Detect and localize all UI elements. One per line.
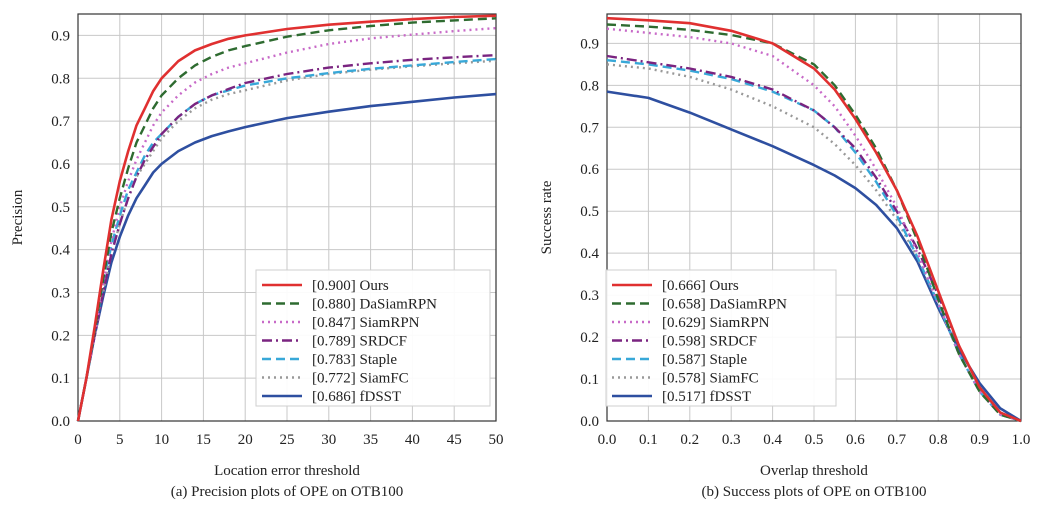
legend-entry-label: [0.629] SiamRPN <box>662 315 770 331</box>
y-tick-label: 0.7 <box>51 114 70 130</box>
legend: [0.666] Ours [0.658] DaSiamRPN [0.629] Sia… <box>605 269 837 407</box>
legend-entry-label: [0.880] DaSiamRPN <box>312 297 437 313</box>
x-tick-label: 0.8 <box>929 432 948 448</box>
y-tick-label: 0.9 <box>580 36 599 52</box>
legend-entry-label: [0.847] SiamRPN <box>312 315 420 331</box>
y-tick-label: 0.3 <box>580 288 599 304</box>
x-tick-label: 25 <box>280 432 295 448</box>
legend-entry-label: [0.587] Staple <box>662 352 747 368</box>
y-axis-label: Success rate <box>539 180 555 254</box>
x-tick-label: 5 <box>116 432 124 448</box>
legend-box <box>605 269 837 407</box>
x-tick-label: 30 <box>321 432 336 448</box>
series-line-1 <box>76 14 497 422</box>
x-tick-label: 0.5 <box>805 432 824 448</box>
y-tick-label: 0.2 <box>580 330 599 346</box>
chart-panel-2: 0.0 0.1 0.2 0.3 0.4 0.5 0.6 0.7 0.8 0.9 1.0 0.0 0.1 0… <box>539 13 1031 500</box>
x-tick-label: 15 <box>196 432 211 448</box>
y-tick-label: 0.2 <box>51 328 70 344</box>
x-tick-label: 0.7 <box>887 432 906 448</box>
x-tick-label: 0.0 <box>598 432 617 448</box>
legend-entry-label: [0.658] DaSiamRPN <box>662 297 787 313</box>
y-tick-label: 0.5 <box>51 200 70 216</box>
y-tick-label: 0.1 <box>51 371 70 387</box>
y-tick-label: 0.1 <box>580 372 599 388</box>
x-tick-label: 0.9 <box>970 432 989 448</box>
series-line-4 <box>606 54 1022 423</box>
x-tick-label: 45 <box>447 432 462 448</box>
legend-entry-label: [0.789] SRDCF <box>312 334 407 350</box>
legend-entry-label: [0.666] Ours <box>662 278 739 294</box>
x-tick-label: 50 <box>489 432 504 448</box>
y-tick-label: 0.8 <box>580 78 599 94</box>
series-line-2 <box>76 17 497 422</box>
y-tick-label: 0.3 <box>51 285 70 301</box>
x-axis-label: Location error threshold <box>214 463 360 479</box>
y-tick-label: 0.7 <box>580 120 599 136</box>
y-tick-label: 0.0 <box>51 414 70 430</box>
plot-frame <box>606 13 1022 422</box>
y-tick-label: 0.4 <box>51 243 70 259</box>
series-line-1 <box>606 16 1022 423</box>
x-tick-label: 0 <box>74 432 82 448</box>
series-line-5 <box>76 57 497 422</box>
y-tick-label: 0.4 <box>580 246 599 262</box>
x-tick-label: 0.6 <box>846 432 865 448</box>
x-tick-label: 0.3 <box>722 432 741 448</box>
y-tick-label: 0.6 <box>580 162 599 178</box>
legend-box <box>255 269 491 407</box>
y-tick-label: 0.9 <box>51 28 70 44</box>
chart-caption: (b) Success plots of OPE on OTB100 <box>702 484 927 500</box>
legend-entry-label: [0.517] fDSST <box>662 389 751 405</box>
x-tick-label: 0.4 <box>763 432 782 448</box>
legend-entry-label: [0.578] SiamFC <box>662 371 759 387</box>
series-line-7 <box>76 92 497 422</box>
x-axis-label: Overlap threshold <box>760 463 868 479</box>
legend: [0.900] Ours [0.880] DaSiamRPN [0.847] Sia… <box>255 269 491 407</box>
plot-frame <box>77 13 497 422</box>
legend-entry-label: [0.772] SiamFC <box>312 371 409 387</box>
x-tick-label: 35 <box>363 432 378 448</box>
x-tick-label: 20 <box>238 432 253 448</box>
y-tick-label: 0.5 <box>580 204 599 220</box>
x-tick-label: 1.0 <box>1012 432 1031 448</box>
series-line-2 <box>606 23 1022 423</box>
x-tick-label: 0.1 <box>639 432 658 448</box>
y-tick-label: 0.0 <box>580 414 599 430</box>
series-line-4 <box>76 53 497 422</box>
y-axis-label: Precision <box>10 189 26 245</box>
legend-entry-label: [0.598] SRDCF <box>662 334 757 350</box>
x-tick-label: 10 <box>154 432 169 448</box>
x-tick-label: 40 <box>405 432 420 448</box>
legend-entry-label: [0.900] Ours <box>312 278 389 294</box>
legend-entry-label: [0.686] fDSST <box>312 389 401 405</box>
x-tick-label: 0.2 <box>680 432 699 448</box>
y-tick-label: 0.6 <box>51 157 70 173</box>
chart-panel-1: 0 5 10 15 20 25 30 35 40 45 50 0.0 0.1 0.2 0.3 0.4 0.5 0.… <box>10 13 504 500</box>
series-line-6 <box>76 59 497 422</box>
y-tick-label: 0.8 <box>51 71 70 87</box>
chart-caption: (a) Precision plots of OPE on OTB100 <box>171 484 403 500</box>
legend-entry-label: [0.783] Staple <box>312 352 397 368</box>
